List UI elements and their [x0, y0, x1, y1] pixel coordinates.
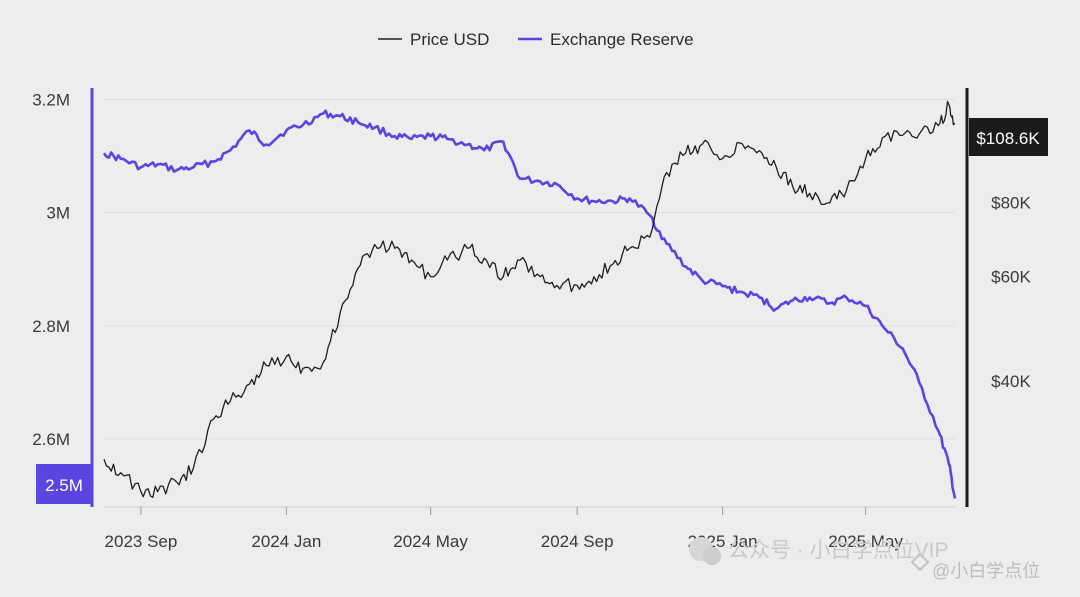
- left-axis-ticks: 3.2M 3M 2.8M 2.6M: [32, 90, 70, 449]
- reserve-badge: 2.5M: [36, 464, 92, 504]
- legend-reserve-label: Exchange Reserve: [550, 30, 694, 49]
- grid-layer: [104, 98, 955, 440]
- price-badge-label: $108.6K: [976, 129, 1040, 148]
- watermark: 公众号 · 小白学点位VIP @小白学点位: [689, 537, 1040, 581]
- left-tick-label: 2.6M: [32, 430, 70, 449]
- series-layer: [102, 100, 957, 499]
- price-series-line: [103, 100, 956, 498]
- exchange-logo-icon: [910, 552, 930, 572]
- right-tick-label: $60K: [991, 268, 1031, 287]
- right-tick-label: $80K: [991, 194, 1031, 213]
- price-badge-bg: [969, 118, 1048, 156]
- wechat-icon-bubble: [703, 547, 721, 565]
- left-tick-label: 2.8M: [32, 317, 70, 336]
- right-tick-label: $40K: [991, 372, 1031, 391]
- x-tick-label: 2025 May: [828, 532, 903, 551]
- x-tick-label: 2023 Sep: [105, 532, 178, 551]
- x-tick-label: 2024 Sep: [541, 532, 614, 551]
- left-tick-label: 3.2M: [32, 90, 70, 109]
- legend-price-label: Price USD: [410, 30, 489, 49]
- right-axis-ticks: $100K$80K$60K$40K: [986, 136, 1036, 391]
- watermark-main: 公众号 · 小白学点位VIP: [728, 539, 949, 562]
- watermark-secondary: @小白学点位: [932, 561, 1040, 581]
- x-tick-label: 2024 May: [393, 532, 468, 551]
- legend: Price USD Exchange Reserve: [378, 30, 694, 49]
- x-tick-label: 2024 Jan: [251, 532, 321, 551]
- reserve-badge-bg: [36, 464, 92, 504]
- reserve-badge-label: 2.5M: [45, 476, 83, 495]
- left-tick-label: 3M: [46, 204, 70, 223]
- price-badge: $108.6K: [969, 118, 1048, 156]
- reserve-series-line: [102, 109, 957, 499]
- x-axis-ticks: 2023 Sep 2024 Jan 2024 May 2024 Sep 2025 Jan…: [105, 507, 903, 551]
